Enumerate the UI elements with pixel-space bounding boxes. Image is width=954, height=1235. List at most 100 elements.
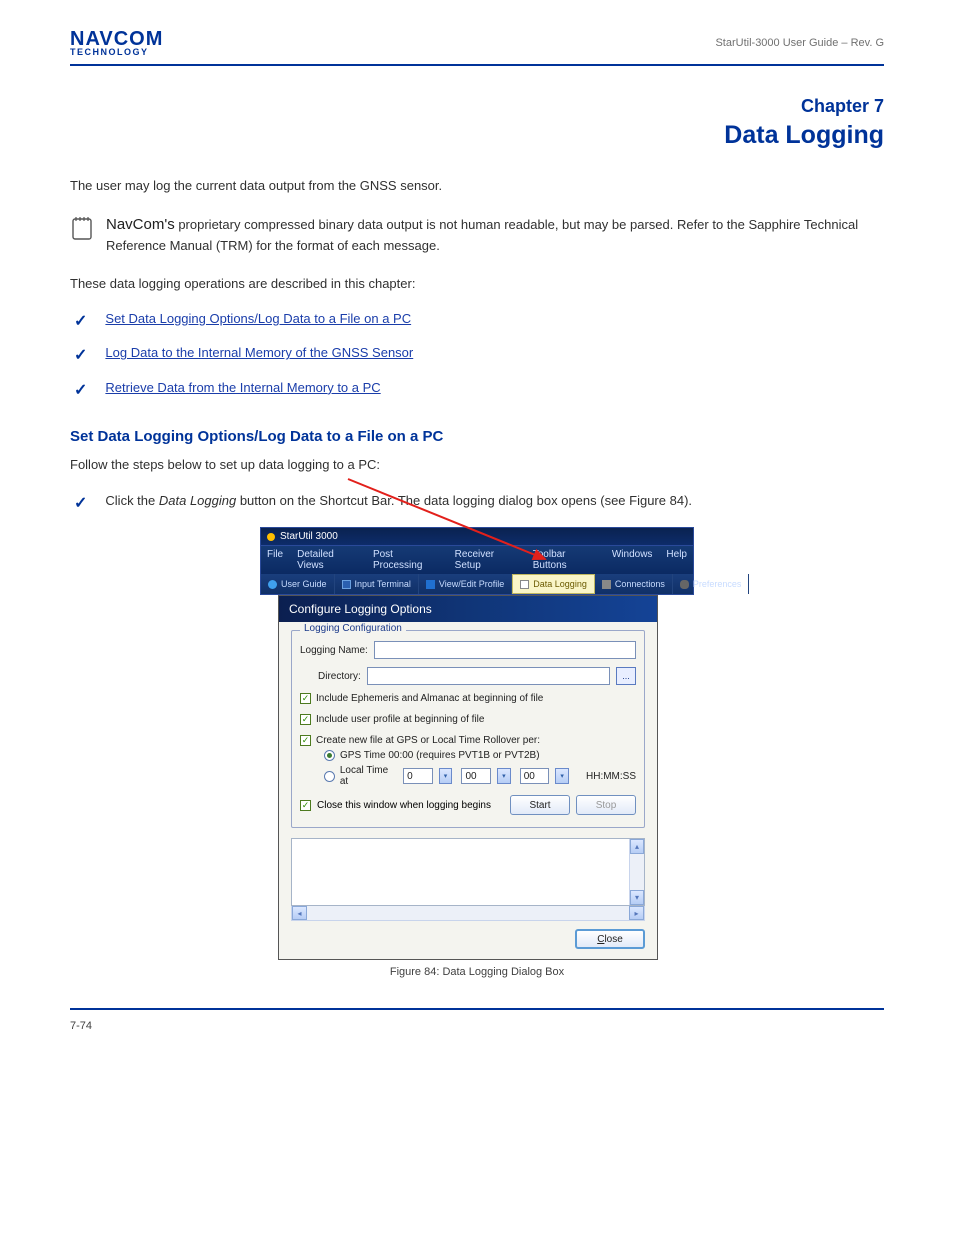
note-text: NavCom's proprietary compressed binary d… bbox=[106, 214, 884, 256]
tool-user-guide-label: User Guide bbox=[281, 579, 327, 589]
chapter-title: Data Logging bbox=[70, 121, 884, 150]
link-row-3: ✓ Retrieve Data from the Internal Memory… bbox=[70, 380, 884, 402]
step-1-text: Click the Data Logging button on the Sho… bbox=[105, 493, 692, 508]
help-icon bbox=[268, 580, 277, 589]
scroll-right-icon[interactable]: ▸ bbox=[629, 906, 644, 920]
scroll-up-icon[interactable]: ▴ bbox=[630, 839, 644, 854]
check-icon: ✓ bbox=[74, 493, 87, 515]
link-row-1: ✓ Set Data Logging Options/Log Data to a… bbox=[70, 311, 884, 333]
radio-gps-row: GPS Time 00:00 (requires PVT1B or PVT2B) bbox=[324, 750, 636, 761]
section-intro-1: These data logging operations are descri… bbox=[70, 274, 884, 294]
link-log-internal[interactable]: Log Data to the Internal Memory of the G… bbox=[105, 345, 413, 360]
menu-detailed-views[interactable]: Detailed Views bbox=[297, 549, 359, 571]
link-retrieve[interactable]: Retrieve Data from the Internal Memory t… bbox=[105, 380, 380, 395]
chk-profile-row: ✓ Include user profile at beginning of f… bbox=[300, 714, 636, 725]
tool-preferences-label: Preferences bbox=[693, 579, 742, 589]
figure-caption: Figure 84: Data Logging Dialog Box bbox=[260, 966, 694, 978]
plug-icon bbox=[602, 580, 611, 589]
second-spinner[interactable]: 00 bbox=[520, 768, 550, 784]
chk-rollover-label: Create new file at GPS or Local Time Rol… bbox=[316, 735, 540, 746]
profile-icon bbox=[426, 580, 435, 589]
close-button-label: lose bbox=[604, 934, 622, 945]
horizontal-scrollbar[interactable]: ◂ ▸ bbox=[291, 906, 645, 921]
menu-file[interactable]: File bbox=[267, 549, 283, 571]
menu-receiver-setup[interactable]: Receiver Setup bbox=[455, 549, 519, 571]
app-title: StarUtil 3000 bbox=[280, 531, 338, 542]
radio-local-label: Local Time at bbox=[340, 765, 398, 787]
section-heading-2: Set Data Logging Options/Log Data to a F… bbox=[70, 428, 884, 445]
app-icon bbox=[267, 533, 275, 541]
page-header: NAVCOM TECHNOLOGY StarUtil-3000 User Gui… bbox=[70, 30, 884, 56]
close-row: Close bbox=[291, 929, 645, 949]
radio-local-row: Local Time at 0 ▾ 00 ▾ 00 ▾ HH:MM:SS bbox=[324, 765, 636, 787]
note-company: NavCom's bbox=[106, 216, 175, 233]
vertical-scrollbar[interactable]: ▴ ▾ bbox=[629, 839, 644, 905]
tool-input-terminal[interactable]: Input Terminal bbox=[335, 574, 419, 594]
menu-help[interactable]: Help bbox=[666, 549, 687, 571]
tool-view-edit-profile-label: View/Edit Profile bbox=[439, 579, 504, 589]
step-em: Data Logging bbox=[159, 493, 236, 508]
chk-rollover[interactable]: ✓ bbox=[300, 735, 311, 746]
tool-input-terminal-label: Input Terminal bbox=[355, 579, 411, 589]
tool-data-logging[interactable]: Data Logging bbox=[512, 574, 595, 594]
chk-close-label: Close this window when logging begins bbox=[317, 800, 491, 811]
stop-button[interactable]: Stop bbox=[576, 795, 636, 815]
minute-spinner[interactable]: 00 bbox=[461, 768, 491, 784]
logging-name-row: Logging Name: bbox=[300, 641, 636, 659]
hour-spinner-btn[interactable]: ▾ bbox=[439, 768, 453, 784]
radio-gps-time[interactable] bbox=[324, 750, 335, 761]
chk-rollover-row: ✓ Create new file at GPS or Local Time R… bbox=[300, 735, 636, 746]
directory-row: Directory: ... bbox=[300, 667, 636, 685]
notepad-icon bbox=[70, 214, 94, 242]
scroll-left-icon[interactable]: ◂ bbox=[292, 906, 307, 920]
hour-spinner[interactable]: 0 bbox=[403, 768, 433, 784]
radio-local-time[interactable] bbox=[324, 771, 335, 782]
page-footer: 7-74 bbox=[70, 1020, 884, 1032]
check-icon: ✓ bbox=[74, 380, 87, 402]
dialog-title: Configure Logging Options bbox=[279, 596, 657, 622]
step-pre: Click the bbox=[105, 493, 158, 508]
start-button[interactable]: Start bbox=[510, 795, 570, 815]
document-title: StarUtil-3000 User Guide – Rev. G bbox=[715, 37, 884, 49]
tool-connections[interactable]: Connections bbox=[595, 574, 673, 594]
logging-dialog: Configure Logging Options Logging Config… bbox=[278, 595, 658, 960]
minute-spinner-btn[interactable]: ▾ bbox=[497, 768, 511, 784]
link-set-options[interactable]: Set Data Logging Options/Log Data to a F… bbox=[105, 311, 411, 326]
document-icon bbox=[520, 580, 529, 589]
step-post: button on the Shortcut Bar. The data log… bbox=[236, 493, 692, 508]
terminal-icon bbox=[342, 580, 351, 589]
menu-post-processing[interactable]: Post Processing bbox=[373, 549, 441, 571]
chk-ephemeris-row: ✓ Include Ephemeris and Almanac at begin… bbox=[300, 693, 636, 704]
second-spinner-btn[interactable]: ▾ bbox=[555, 768, 569, 784]
shortcut-bar: User Guide Input Terminal View/Edit Prof… bbox=[260, 574, 694, 595]
chk-ephemeris[interactable]: ✓ bbox=[300, 693, 311, 704]
tool-user-guide[interactable]: User Guide bbox=[261, 574, 335, 594]
tool-view-edit-profile[interactable]: View/Edit Profile bbox=[419, 574, 512, 594]
radio-gps-label: GPS Time 00:00 (requires PVT1B or PVT2B) bbox=[340, 750, 540, 761]
rollover-radio-group: GPS Time 00:00 (requires PVT1B or PVT2B)… bbox=[324, 750, 636, 787]
header-rule bbox=[70, 64, 884, 66]
link-row-2: ✓ Log Data to the Internal Memory of the… bbox=[70, 345, 884, 367]
close-button[interactable]: Close bbox=[575, 929, 645, 949]
logging-name-input[interactable] bbox=[374, 641, 636, 659]
note-block: NavCom's proprietary compressed binary d… bbox=[70, 214, 884, 256]
menu-windows[interactable]: Windows bbox=[612, 549, 653, 571]
directory-input[interactable] bbox=[367, 667, 610, 685]
chk-close-window[interactable]: ✓ bbox=[300, 800, 311, 811]
navcom-logo: NAVCOM TECHNOLOGY bbox=[70, 30, 163, 56]
check-icon: ✓ bbox=[74, 311, 87, 333]
tool-preferences[interactable]: Preferences bbox=[673, 574, 750, 594]
chk-profile[interactable]: ✓ bbox=[300, 714, 311, 725]
scroll-down-icon[interactable]: ▾ bbox=[630, 890, 644, 905]
app-titlebar: StarUtil 3000 bbox=[260, 527, 694, 546]
logging-config-group: Logging Configuration Logging Name: Dire… bbox=[291, 630, 645, 828]
document-page: NAVCOM TECHNOLOGY StarUtil-3000 User Gui… bbox=[0, 0, 954, 1072]
footer-left: 7-74 bbox=[70, 1020, 92, 1032]
step-row-1: ✓ Click the Data Logging button on the S… bbox=[70, 493, 884, 515]
menu-toolbar-buttons[interactable]: Toolbar Buttons bbox=[533, 549, 598, 571]
browse-button[interactable]: ... bbox=[616, 667, 636, 685]
menu-bar: File Detailed Views Post Processing Rece… bbox=[260, 546, 694, 574]
start-stop-row: ✓ Close this window when logging begins … bbox=[300, 795, 636, 815]
step-intro: Follow the steps below to set up data lo… bbox=[70, 455, 884, 475]
logo-main: NAVCOM bbox=[70, 30, 163, 48]
